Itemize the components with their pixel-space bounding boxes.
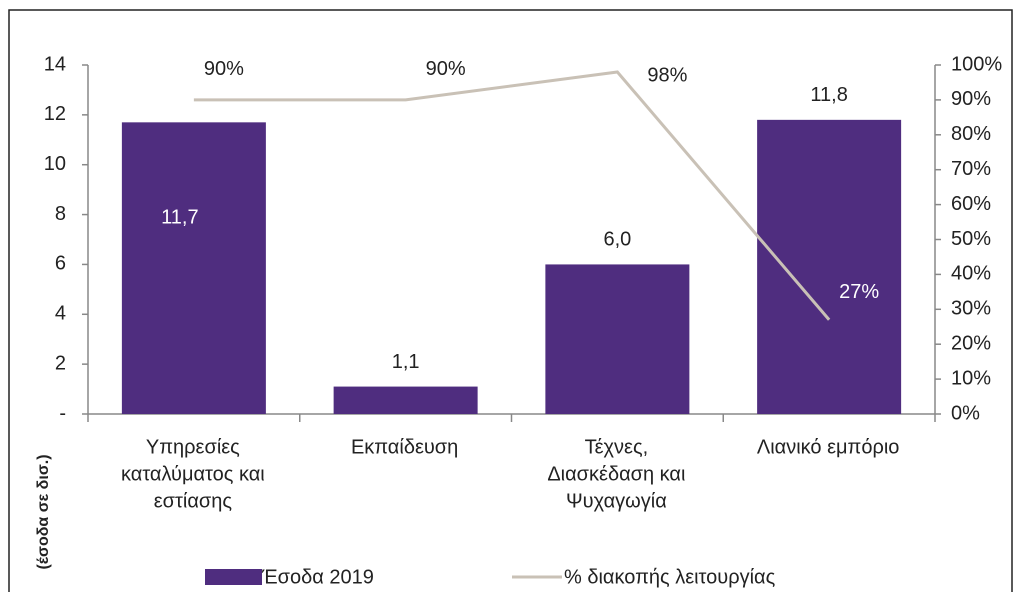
x-tick-label: εστίασης bbox=[154, 490, 233, 512]
line-value-label: 90% bbox=[204, 58, 244, 80]
y2-tick-label: 0% bbox=[951, 402, 980, 424]
y2-tick-label: 40% bbox=[951, 263, 991, 285]
x-tick-label: καταλύματος και bbox=[121, 463, 265, 485]
legend-label: Έσοδα 2019 bbox=[261, 566, 374, 588]
y2-tick-label: 80% bbox=[951, 123, 991, 145]
y-axis-title: (έσοδα σε δισ.) bbox=[35, 454, 52, 569]
y2-tick-label: 50% bbox=[951, 228, 991, 250]
line-value-label: 98% bbox=[647, 64, 687, 86]
y2-tick-label: 60% bbox=[951, 193, 991, 215]
y2-tick-label: 70% bbox=[951, 158, 991, 180]
y-tick-label: 4 bbox=[55, 303, 66, 325]
bar bbox=[121, 122, 266, 414]
legend-swatch bbox=[205, 569, 262, 585]
x-tick-label: Εκπαίδευση bbox=[351, 436, 458, 458]
bar-value-label: 11,7 bbox=[161, 207, 198, 229]
y2-tick-label: 30% bbox=[951, 298, 991, 320]
y-tick-label: 12 bbox=[44, 103, 66, 125]
bar bbox=[757, 119, 902, 414]
x-tick-label: Διασκέδαση και bbox=[547, 463, 685, 485]
y-tick-label: 2 bbox=[55, 352, 66, 374]
y2-tick-label: 10% bbox=[951, 367, 991, 389]
bar-value-label: 1,1 bbox=[392, 351, 420, 373]
y-tick-label: 14 bbox=[44, 53, 66, 75]
y2-tick-label: 90% bbox=[951, 88, 991, 110]
line-value-label: 27% bbox=[839, 281, 879, 303]
bar-value-label: 11,8 bbox=[810, 84, 847, 106]
x-tick-label: Λιανικό εμπόριο bbox=[757, 436, 900, 458]
y-tick-label: 10 bbox=[44, 153, 66, 175]
x-tick-label: Ψυχαγωγία bbox=[566, 490, 667, 512]
line bbox=[193, 70, 831, 321]
y2-tick-label: 20% bbox=[951, 332, 991, 354]
y-tick-label: - bbox=[59, 402, 66, 424]
x-tick-label: Τέχνες, bbox=[585, 436, 649, 458]
legend-label: % διακοπής λειτουργίας bbox=[564, 566, 776, 588]
bar bbox=[333, 386, 478, 414]
y-tick-label: 6 bbox=[55, 253, 66, 275]
line-value-label: 90% bbox=[426, 58, 466, 80]
bar bbox=[545, 264, 690, 414]
y-tick-label: 8 bbox=[55, 203, 66, 225]
y2-tick-label: 100% bbox=[951, 53, 1002, 75]
x-tick-label: Υπηρεσίες bbox=[146, 436, 240, 458]
frame bbox=[8, 9, 1013, 592]
bar-value-label: 6,0 bbox=[603, 229, 631, 251]
